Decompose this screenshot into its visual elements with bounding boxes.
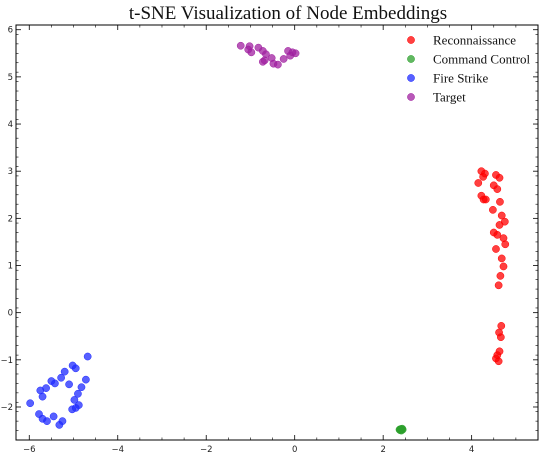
scatter-point <box>43 417 51 425</box>
y-tick-label: 3 <box>8 167 13 177</box>
scatter-point <box>26 399 35 408</box>
scatter-point <box>49 412 58 421</box>
series-target <box>236 41 300 69</box>
scatter-point <box>474 179 483 187</box>
scatter-point <box>38 392 47 401</box>
scatter-point <box>279 55 288 63</box>
y-tick-label: −2 <box>0 403 13 413</box>
y-tick-label: 4 <box>8 120 13 130</box>
x-tick-label: −4 <box>111 445 124 455</box>
x-tick-label: −6 <box>23 445 36 455</box>
scatter-point <box>51 379 59 388</box>
scatter-point <box>74 389 82 398</box>
scatter-point <box>492 245 500 253</box>
y-tick-label: 1 <box>8 262 13 272</box>
y-tick-label: 6 <box>8 26 13 36</box>
y-tick-label: 0 <box>8 309 13 319</box>
plot-frame <box>15 24 539 441</box>
scatter-point <box>489 206 497 214</box>
legend-marker <box>407 74 415 82</box>
scatter-point <box>496 272 505 280</box>
scatter-point <box>65 380 73 389</box>
scatter-point <box>247 48 256 57</box>
scatter-point <box>495 221 504 229</box>
scatter-point <box>493 185 502 193</box>
scatter-point <box>274 60 282 69</box>
scatter-point <box>494 281 503 290</box>
x-tick-label: 4 <box>469 445 474 455</box>
legend-label: Target <box>433 90 466 105</box>
legend-label: Reconnaissance <box>433 33 516 48</box>
scatter-point <box>70 396 79 404</box>
scatter-point <box>71 364 80 373</box>
chart-title: t-SNE Visualization of Node Embeddings <box>129 3 447 24</box>
y-tick-label: −1 <box>0 356 13 366</box>
x-tick-label: 2 <box>380 445 385 455</box>
legend-marker <box>407 93 415 101</box>
axis-ticks: −6 −4 −2 0 2 4 −2 −1 0 1 2 3 4 5 6 <box>0 25 539 455</box>
scatter-point <box>479 173 487 181</box>
scatter-point <box>496 333 505 342</box>
scatter-point <box>499 262 508 271</box>
scatter-point <box>71 404 80 412</box>
series-fire-strike <box>26 352 92 429</box>
legend: Reconnaissance Command Control Fire Strike… <box>407 33 531 105</box>
scatter-point <box>55 421 64 429</box>
legend-label: Command Control <box>433 52 531 67</box>
scatter-point <box>291 49 300 58</box>
scatter-point <box>497 211 506 220</box>
scatter-point <box>258 57 267 66</box>
scatter-point <box>77 383 86 392</box>
series-reconnaissance <box>474 167 510 366</box>
scatter-point <box>496 197 504 206</box>
scatter-point <box>501 240 510 249</box>
scatter-point <box>83 352 92 361</box>
scatter-point <box>495 173 504 182</box>
legend-label: Fire Strike <box>433 71 488 86</box>
legend-marker <box>407 55 415 63</box>
data-points <box>26 41 510 435</box>
scatter-point <box>479 195 488 204</box>
scatter-point <box>395 425 404 434</box>
y-tick-label: 2 <box>8 214 13 224</box>
x-tick-label: −2 <box>200 445 213 455</box>
scatter-point <box>60 367 69 376</box>
scatter-point <box>497 322 506 330</box>
x-tick-label: 0 <box>292 445 297 455</box>
series-command-control <box>395 424 407 435</box>
scatter-point <box>57 373 65 382</box>
scatter-point <box>493 231 502 239</box>
legend-marker <box>407 36 415 44</box>
scatter-point <box>82 375 90 384</box>
scatter-point <box>284 47 292 55</box>
scatter-point <box>236 41 245 50</box>
scatter-point <box>494 357 503 366</box>
scatter-point <box>497 254 506 263</box>
y-tick-label: 5 <box>8 73 13 83</box>
